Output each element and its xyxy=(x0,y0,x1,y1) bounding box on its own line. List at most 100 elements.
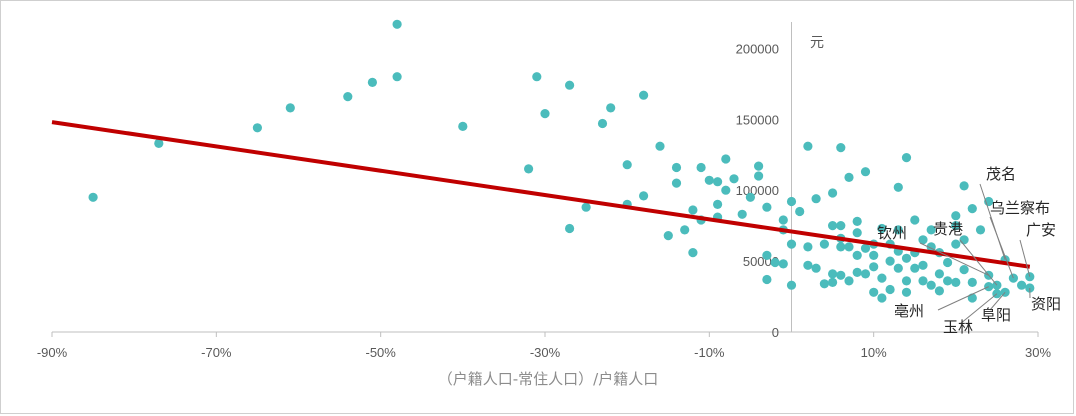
data-point xyxy=(729,174,739,184)
data-point xyxy=(967,293,977,303)
annotation-leader-line xyxy=(989,291,1006,311)
data-point xyxy=(836,143,846,153)
x-tick-label: -10% xyxy=(694,345,725,360)
data-point xyxy=(704,175,714,185)
data-point xyxy=(762,202,772,212)
data-point xyxy=(1025,272,1035,282)
data-point xyxy=(901,287,912,297)
data-point xyxy=(721,154,731,164)
x-tick-label: -50% xyxy=(365,345,396,360)
data-point xyxy=(671,178,682,188)
annotation-label: 资阳 xyxy=(1031,295,1061,313)
data-point xyxy=(713,199,723,209)
data-point xyxy=(934,286,945,296)
data-point xyxy=(581,202,591,212)
data-point xyxy=(285,103,295,113)
data-point xyxy=(836,270,846,280)
data-point xyxy=(1008,273,1019,283)
data-point xyxy=(663,231,673,241)
data-point xyxy=(786,196,797,207)
data-point xyxy=(975,225,986,235)
data-point xyxy=(943,276,953,286)
data-point xyxy=(893,225,903,235)
annotation-leader-line xyxy=(919,242,989,276)
data-point xyxy=(860,167,871,177)
data-point xyxy=(984,282,994,292)
y-tick-label: 100000 xyxy=(736,183,779,198)
annotation-label: 贵港 xyxy=(933,220,963,238)
data-point xyxy=(901,153,912,163)
data-point xyxy=(754,171,764,181)
data-point xyxy=(671,162,682,173)
annotation-leader-line xyxy=(937,286,989,311)
data-point xyxy=(770,257,780,268)
data-point xyxy=(852,267,862,277)
data-point xyxy=(737,209,747,219)
data-point xyxy=(959,181,969,191)
data-point xyxy=(786,280,797,290)
data-point xyxy=(852,228,862,238)
data-point xyxy=(565,223,575,234)
data-point xyxy=(597,118,608,129)
data-point xyxy=(252,123,262,133)
data-point xyxy=(967,204,977,214)
data-point xyxy=(540,109,550,119)
x-tick-label: 30% xyxy=(1025,345,1051,360)
data-point xyxy=(778,259,788,269)
data-point xyxy=(606,103,616,113)
data-point xyxy=(844,172,854,182)
data-point xyxy=(1017,280,1027,290)
data-point xyxy=(877,223,887,234)
data-point xyxy=(639,191,649,201)
annotation-leader-line xyxy=(1019,239,1031,277)
data-point xyxy=(967,277,977,287)
data-point xyxy=(622,160,632,170)
data-point xyxy=(860,243,871,253)
x-tick-label: -70% xyxy=(201,345,232,360)
annotation-leader-line xyxy=(979,183,1006,260)
data-point xyxy=(893,182,903,192)
data-point xyxy=(910,215,920,225)
data-point xyxy=(811,263,821,273)
data-point xyxy=(688,248,698,258)
trend-line xyxy=(51,120,1031,269)
data-point xyxy=(959,265,969,275)
data-point xyxy=(918,276,928,286)
data-point xyxy=(934,269,945,279)
y-unit-label: 元 xyxy=(810,35,824,51)
data-point xyxy=(819,239,830,249)
data-point xyxy=(762,250,772,260)
data-point xyxy=(918,235,928,245)
data-point xyxy=(836,221,846,231)
data-point xyxy=(926,280,936,290)
data-point xyxy=(951,221,961,231)
data-point xyxy=(803,141,813,151)
y-tick-label: 0 xyxy=(772,325,779,340)
annotation-leader-line xyxy=(989,216,1014,279)
data-point xyxy=(639,90,649,100)
data-point xyxy=(392,72,402,82)
data-point xyxy=(88,192,98,202)
data-point xyxy=(901,253,912,263)
x-tick-label: 10% xyxy=(861,345,887,360)
data-point xyxy=(680,225,690,235)
annotation-leader-line xyxy=(959,293,998,325)
data-point xyxy=(745,192,756,202)
data-point xyxy=(910,263,920,273)
x-tick-label: -30% xyxy=(530,345,561,360)
data-point xyxy=(762,274,772,285)
data-point xyxy=(721,185,731,195)
data-point xyxy=(951,277,961,287)
annotation-label: 阜阳 xyxy=(981,306,1011,324)
data-point xyxy=(803,260,813,270)
data-point xyxy=(852,250,862,260)
annotation-label: 广安 xyxy=(1026,221,1056,239)
data-point xyxy=(877,293,887,303)
data-point xyxy=(532,72,542,82)
data-point xyxy=(828,269,838,279)
data-point xyxy=(811,194,821,204)
data-point xyxy=(696,162,706,173)
data-point xyxy=(367,77,377,87)
data-point xyxy=(951,211,961,221)
